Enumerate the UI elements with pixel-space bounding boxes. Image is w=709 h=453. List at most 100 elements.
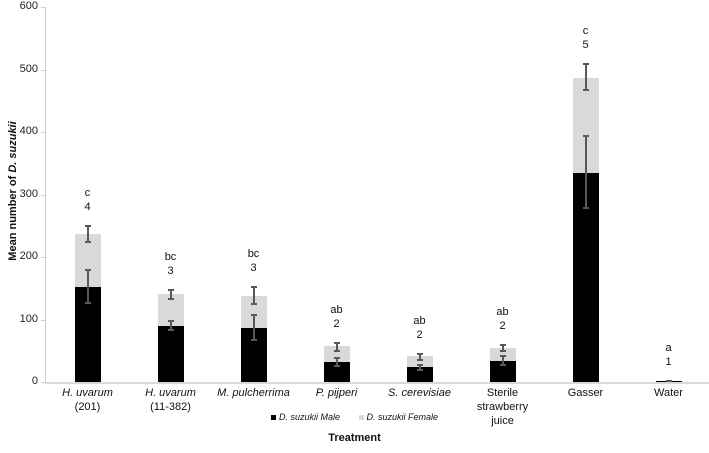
error-bar-female-cap [582, 62, 589, 65]
x-category-line1: Water [654, 387, 683, 399]
y-tick-mark [41, 7, 45, 8]
error-bar-female-cap [416, 358, 423, 361]
significance-letters: ab [330, 304, 343, 317]
error-bar-male-cap [582, 135, 589, 138]
bar-female [406, 356, 433, 367]
error-bar-female-cap [84, 241, 91, 243]
error-bar-female [335, 343, 338, 351]
x-category-label: Water [627, 386, 709, 400]
y-tick-mark [41, 319, 45, 321]
error-bar-female-cap [333, 349, 340, 352]
significance-letters: c [582, 24, 589, 37]
bar-female [323, 346, 350, 362]
significance-letters: bc [164, 250, 177, 263]
significance-letters: bc [247, 248, 260, 260]
error-bar-female-cap [416, 352, 423, 355]
error-bar-male [86, 270, 89, 304]
significance-letters: ab [413, 314, 426, 327]
legend-item-male: D. suzukii Male [270, 412, 340, 422]
y-tick-label: 400 [19, 125, 38, 137]
significance-letters: a [665, 342, 672, 355]
x-category-label: Sterile strawberry juice [461, 386, 545, 428]
y-tick-mark [41, 69, 45, 71]
significance-rank: 4 [84, 200, 91, 213]
error-bar-female-cap [84, 224, 91, 227]
bar-male [323, 362, 350, 382]
x-category-label: P. pijperi [295, 386, 379, 400]
bar-male [406, 367, 433, 382]
significance-rank: 2 [333, 318, 340, 331]
error-bar-male [169, 321, 172, 330]
x-category-line1: P. pijperi [315, 387, 358, 399]
legend-item-female: D. suzukii Female [358, 412, 438, 422]
error-bar-male [584, 136, 587, 209]
x-axis-title: Treatment [328, 432, 381, 444]
error-bar-female-cap [582, 89, 589, 92]
error-bar-male-cap [333, 365, 340, 368]
significance-letters: ab [496, 306, 509, 319]
significance-rank: 5 [582, 38, 589, 51]
y-tick-label: 500 [19, 62, 38, 75]
error-bar-male [335, 358, 338, 367]
significance-label: ab 2 [473, 305, 533, 333]
x-category-line2: juice [491, 415, 514, 427]
error-bar-male-cap [416, 368, 423, 371]
error-bar-male-cap [582, 207, 589, 210]
error-bar-female-cap [499, 350, 506, 353]
y-axis-line [45, 7, 46, 383]
error-bar-female [584, 63, 587, 91]
error-bar-male-cap [499, 364, 506, 367]
error-bar-male [418, 364, 421, 370]
x-category-label: Gasser [544, 386, 628, 400]
error-bar-female-cap [333, 342, 340, 345]
x-category-line1: H. uvarum [145, 387, 196, 399]
y-tick-label: 600 [19, 0, 38, 12]
x-category-label: M. pulcherrima [212, 386, 296, 400]
error-bar-female [501, 345, 504, 352]
bar-female [489, 348, 516, 361]
x-category-line1: Gasser [567, 387, 604, 399]
legend-swatch-female [358, 415, 364, 421]
error-bar-male-cap [499, 354, 506, 357]
significance-label: bc 3 [141, 250, 201, 278]
significance-rank: 3 [250, 262, 257, 274]
error-bar-male-cap [333, 357, 340, 360]
x-category-label: H. uvarum (11-382) [129, 386, 213, 414]
error-bar-male-cap [167, 328, 174, 331]
error-bar-male-cap [416, 363, 423, 366]
error-bar-female-cap [250, 302, 257, 305]
error-bar-female-cap [167, 297, 174, 300]
error-bar-male-cap [84, 302, 91, 305]
error-bar-female [86, 225, 89, 242]
error-bar-male [501, 355, 504, 366]
error-bar-male-cap [250, 338, 257, 341]
error-bar-female-cap [167, 288, 174, 291]
error-bar-female [252, 287, 255, 304]
x-category-line2: (201) [74, 401, 101, 413]
y-tick-label: 0 [31, 375, 38, 387]
significance-rank: 2 [416, 328, 423, 341]
significance-label: bc 3 [224, 247, 284, 275]
y-tick-mark [41, 257, 45, 258]
y-tick-mark [41, 132, 45, 133]
error-bar-male-cap [250, 313, 257, 316]
x-axis-line [45, 382, 709, 384]
x-category-label: S. cerevisiae [378, 386, 462, 400]
y-tick-label: 200 [19, 250, 38, 262]
bar-male [489, 360, 516, 382]
y-tick-label: 100 [19, 312, 38, 325]
error-bar-female [169, 289, 172, 299]
x-category-line2: (11-382) [150, 401, 191, 413]
error-bar-female-cap [250, 286, 257, 288]
error-bar-male-cap [84, 269, 91, 272]
error-bar-male [252, 314, 255, 340]
significance-letters: c [84, 186, 91, 199]
significance-label: ab 2 [307, 303, 367, 331]
bar-male [157, 325, 184, 382]
error-bar-male-cap [167, 320, 174, 323]
x-category-line1: H. uvarum [62, 387, 113, 399]
legend: D. suzukii Male D. suzukii Female [0, 412, 709, 422]
